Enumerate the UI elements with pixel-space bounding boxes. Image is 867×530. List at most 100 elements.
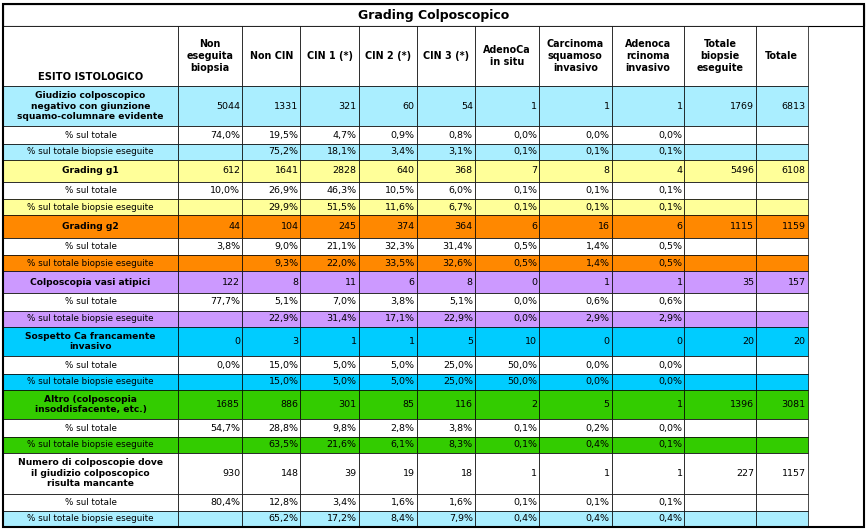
Bar bbox=[301, 26, 359, 86]
Text: 0,4%: 0,4% bbox=[586, 440, 610, 449]
Bar bbox=[301, 215, 359, 237]
Text: Grading Colposcopico: Grading Colposcopico bbox=[358, 8, 509, 22]
Bar bbox=[417, 311, 475, 326]
Bar bbox=[684, 126, 756, 144]
Text: 1685: 1685 bbox=[217, 400, 240, 409]
Bar bbox=[684, 215, 756, 237]
Bar bbox=[612, 437, 684, 453]
Bar bbox=[243, 160, 301, 182]
Text: 0,0%: 0,0% bbox=[658, 377, 682, 386]
Text: 104: 104 bbox=[281, 222, 298, 231]
Bar bbox=[612, 215, 684, 237]
Bar bbox=[684, 453, 756, 493]
Text: 2: 2 bbox=[531, 400, 537, 409]
Bar bbox=[417, 293, 475, 311]
Text: CIN 3 (*): CIN 3 (*) bbox=[423, 51, 469, 61]
Text: 0,1%: 0,1% bbox=[658, 440, 682, 449]
Text: 39: 39 bbox=[344, 469, 356, 478]
Bar bbox=[417, 126, 475, 144]
Bar bbox=[612, 182, 684, 199]
Bar bbox=[179, 293, 243, 311]
Bar bbox=[475, 311, 539, 326]
Bar bbox=[475, 511, 539, 527]
Text: % sul totale: % sul totale bbox=[65, 423, 116, 432]
Text: 3081: 3081 bbox=[781, 400, 805, 409]
Text: 20: 20 bbox=[742, 337, 754, 346]
Text: 0,5%: 0,5% bbox=[658, 259, 682, 268]
Bar bbox=[756, 271, 807, 293]
Text: 0,0%: 0,0% bbox=[658, 130, 682, 139]
Text: 930: 930 bbox=[222, 469, 240, 478]
Bar bbox=[539, 86, 612, 126]
Text: 60: 60 bbox=[402, 102, 414, 110]
Text: 29,9%: 29,9% bbox=[269, 203, 298, 212]
Text: ESITO ISTOLOGICO: ESITO ISTOLOGICO bbox=[38, 72, 143, 82]
Bar bbox=[684, 419, 756, 437]
Text: 32,6%: 32,6% bbox=[443, 259, 473, 268]
Text: 368: 368 bbox=[454, 166, 473, 175]
Bar bbox=[475, 437, 539, 453]
Bar bbox=[539, 255, 612, 271]
Bar bbox=[301, 311, 359, 326]
Bar bbox=[539, 419, 612, 437]
Bar bbox=[3, 160, 179, 182]
Text: 7: 7 bbox=[531, 166, 537, 175]
Bar bbox=[475, 199, 539, 215]
Text: 1641: 1641 bbox=[275, 166, 298, 175]
Bar bbox=[359, 453, 417, 493]
Bar bbox=[612, 356, 684, 374]
Text: 9,3%: 9,3% bbox=[274, 259, 298, 268]
Bar bbox=[179, 511, 243, 527]
Text: 122: 122 bbox=[222, 278, 240, 287]
Text: 5496: 5496 bbox=[730, 166, 754, 175]
Bar bbox=[243, 390, 301, 419]
Text: 10,5%: 10,5% bbox=[385, 186, 414, 195]
Bar bbox=[243, 199, 301, 215]
Text: 0,8%: 0,8% bbox=[449, 130, 473, 139]
Text: 5,1%: 5,1% bbox=[449, 297, 473, 306]
Text: 6108: 6108 bbox=[782, 166, 805, 175]
Bar bbox=[179, 437, 243, 453]
Text: 1396: 1396 bbox=[730, 400, 754, 409]
Text: 0,5%: 0,5% bbox=[513, 259, 537, 268]
Text: 0,1%: 0,1% bbox=[658, 147, 682, 156]
Text: 0,4%: 0,4% bbox=[586, 515, 610, 524]
Bar bbox=[301, 493, 359, 511]
Text: 0,1%: 0,1% bbox=[586, 498, 610, 507]
Bar bbox=[756, 160, 807, 182]
Bar bbox=[3, 437, 179, 453]
Text: 1: 1 bbox=[676, 469, 682, 478]
Text: 1,4%: 1,4% bbox=[586, 259, 610, 268]
Bar bbox=[359, 26, 417, 86]
Text: 1,6%: 1,6% bbox=[391, 498, 414, 507]
Bar bbox=[539, 271, 612, 293]
Bar bbox=[301, 326, 359, 356]
Text: 0,2%: 0,2% bbox=[586, 423, 610, 432]
Text: 0,1%: 0,1% bbox=[513, 186, 537, 195]
Bar bbox=[684, 493, 756, 511]
Bar bbox=[475, 215, 539, 237]
Text: 6: 6 bbox=[531, 222, 537, 231]
Bar bbox=[417, 511, 475, 527]
Bar bbox=[756, 374, 807, 390]
Bar bbox=[3, 293, 179, 311]
Bar bbox=[475, 356, 539, 374]
Text: 0: 0 bbox=[676, 337, 682, 346]
Bar bbox=[243, 271, 301, 293]
Bar bbox=[3, 511, 179, 527]
Bar bbox=[756, 311, 807, 326]
Bar bbox=[756, 215, 807, 237]
Bar bbox=[301, 126, 359, 144]
Bar bbox=[3, 255, 179, 271]
Text: 4: 4 bbox=[676, 166, 682, 175]
Text: 1: 1 bbox=[531, 469, 537, 478]
Text: % sul totale: % sul totale bbox=[65, 242, 116, 251]
Bar bbox=[243, 182, 301, 199]
Bar bbox=[3, 199, 179, 215]
Text: 0,1%: 0,1% bbox=[586, 186, 610, 195]
Text: 3,8%: 3,8% bbox=[449, 423, 473, 432]
Text: 3,1%: 3,1% bbox=[449, 147, 473, 156]
Text: 22,9%: 22,9% bbox=[443, 314, 473, 323]
Bar bbox=[756, 199, 807, 215]
Bar bbox=[359, 374, 417, 390]
